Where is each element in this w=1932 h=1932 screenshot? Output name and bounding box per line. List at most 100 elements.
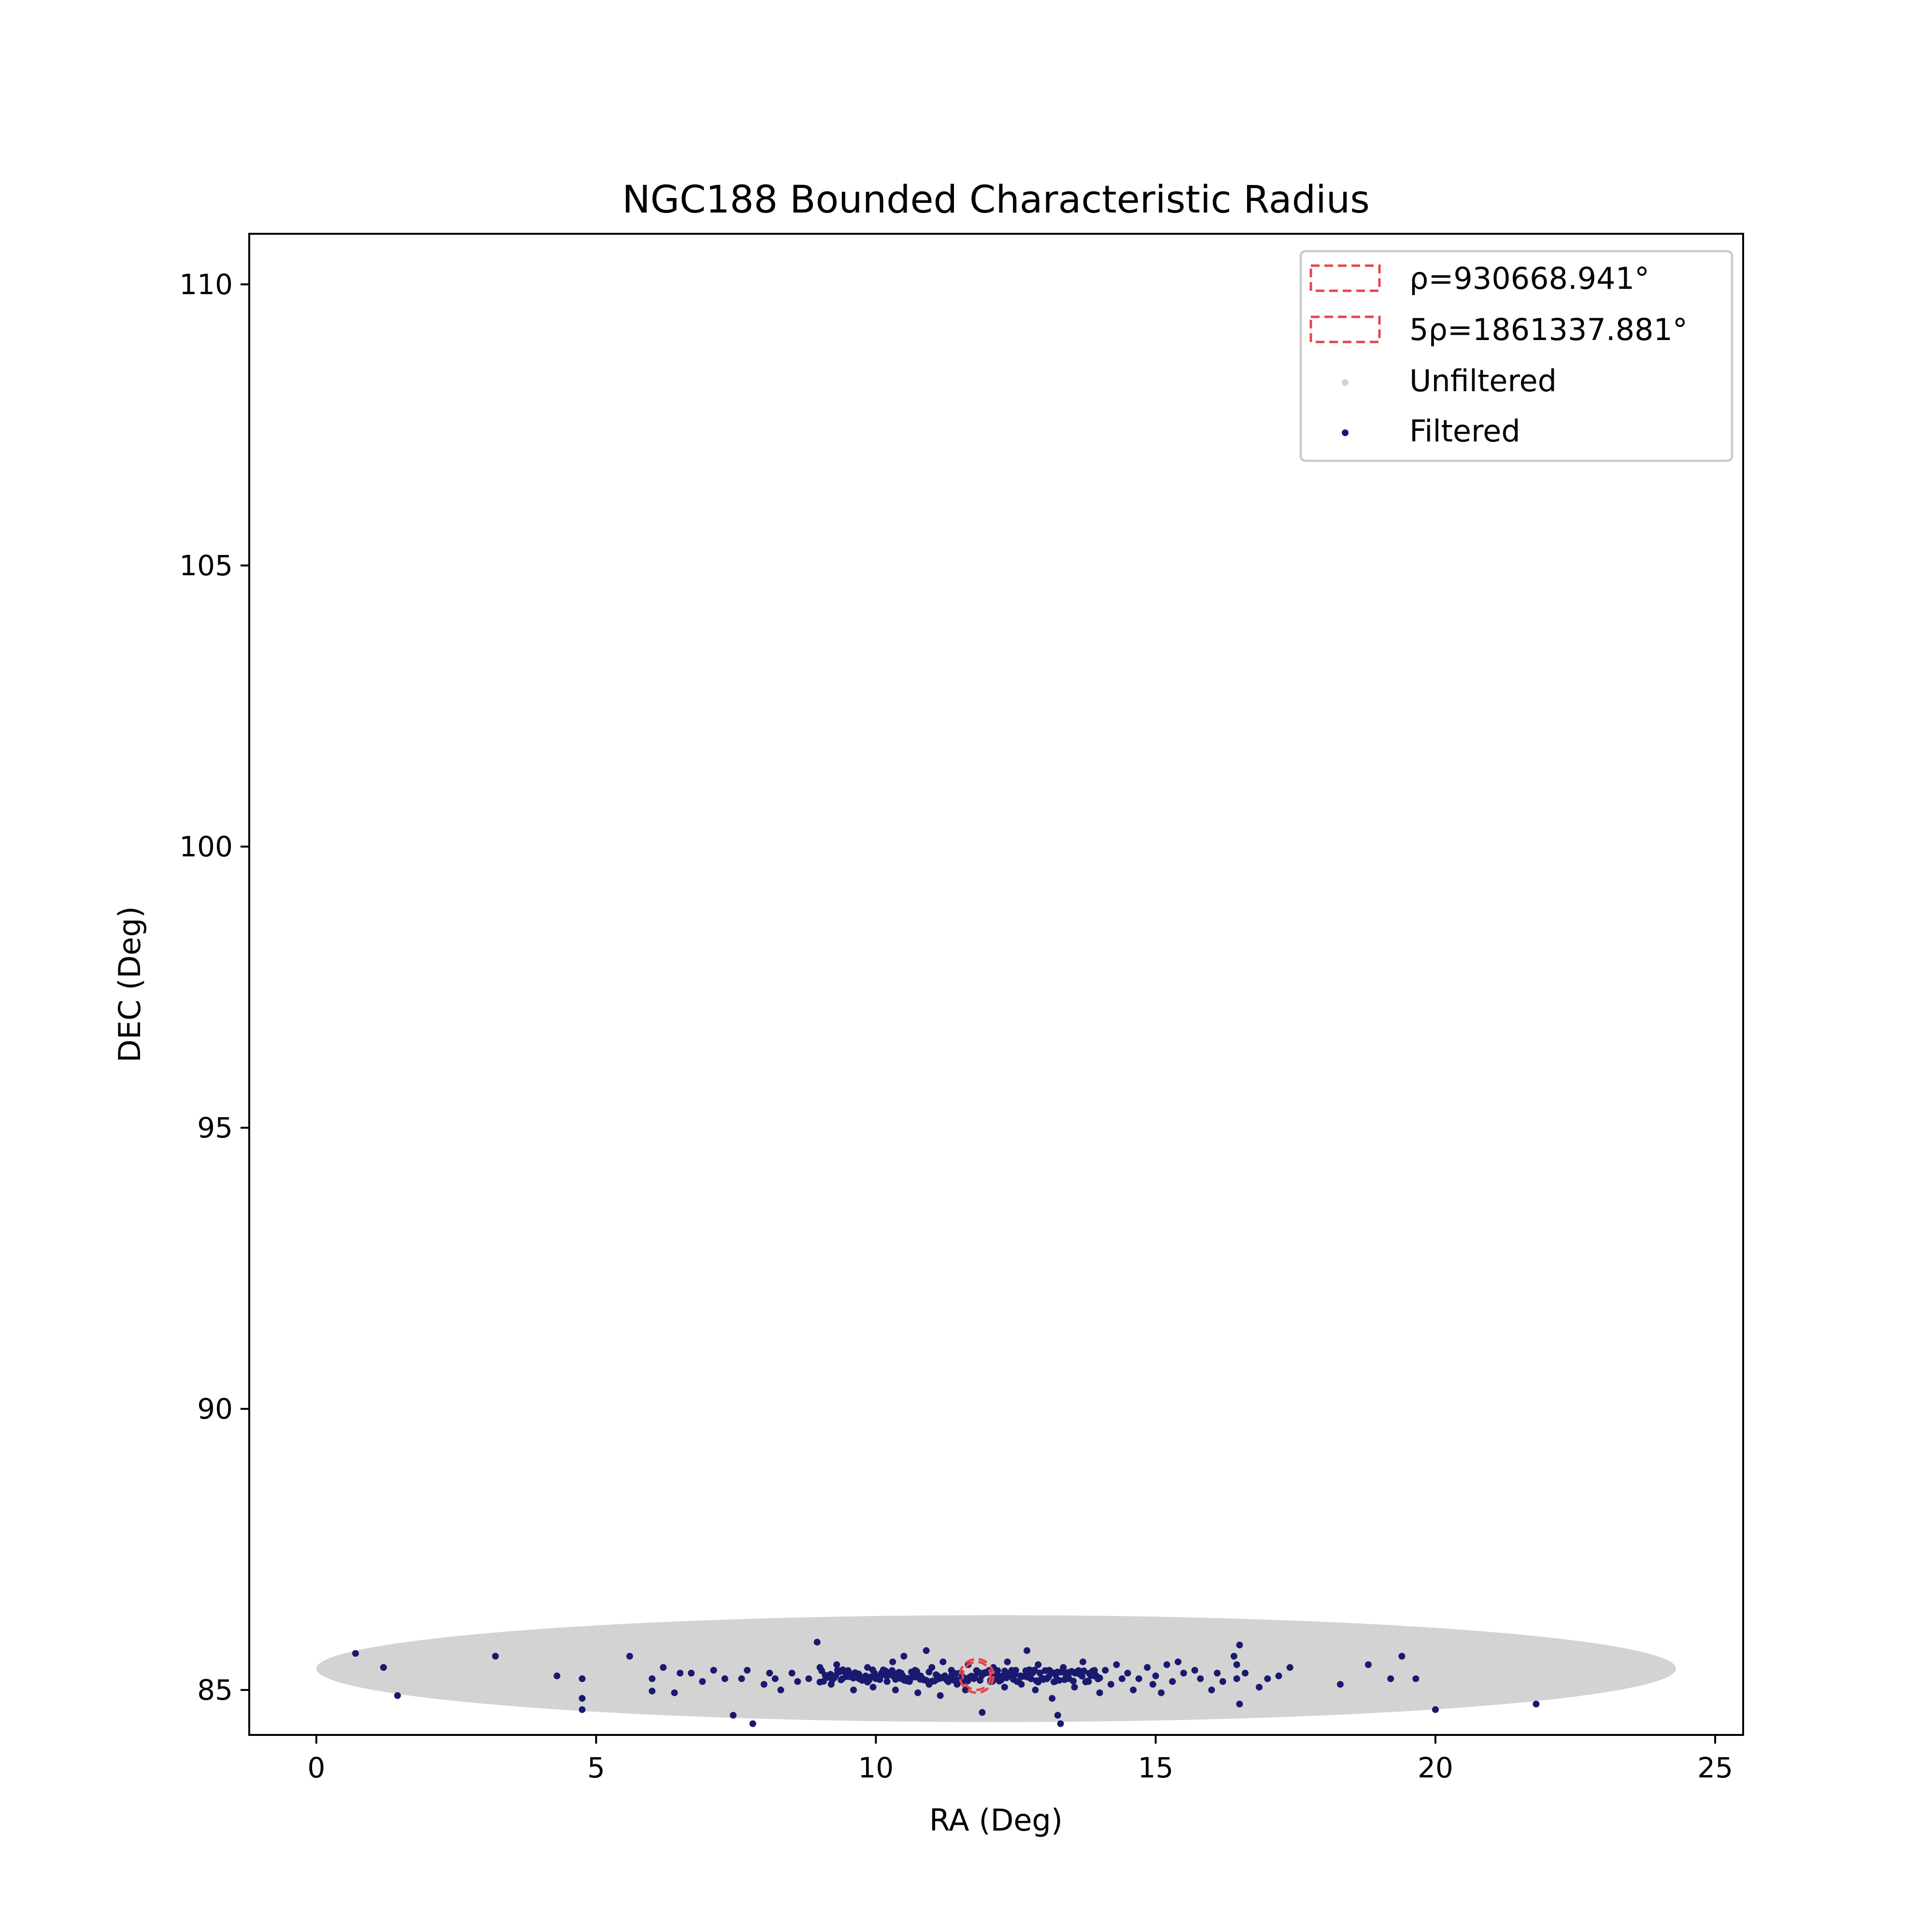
filtered-point <box>1275 1672 1282 1679</box>
filtered-point <box>1096 1689 1103 1696</box>
filtered-point <box>1387 1675 1394 1682</box>
filtered-point <box>760 1681 767 1688</box>
filtered-point <box>1124 1670 1131 1676</box>
filtered-point <box>766 1670 773 1676</box>
filtered-point <box>1037 1669 1043 1676</box>
filtered-point <box>794 1678 801 1685</box>
legend-swatch-5rho <box>1309 315 1381 343</box>
filtered-point <box>1004 1658 1011 1665</box>
legend-label-filtered: Filtered <box>1409 413 1520 449</box>
filtered-points <box>352 1638 1540 1727</box>
filtered-point <box>626 1653 633 1660</box>
filtered-point <box>1412 1675 1420 1682</box>
filtered-point <box>492 1653 499 1660</box>
filtered-point <box>1023 1647 1031 1654</box>
filtered-point <box>1108 1681 1114 1688</box>
x-tick-label: 15 <box>1138 1751 1174 1784</box>
filtered-point <box>1079 1673 1086 1680</box>
y-tick-label: 100 <box>179 830 233 863</box>
x-axis-label: RA (Deg) <box>929 1803 1063 1838</box>
legend-marker-filtered <box>1342 429 1349 436</box>
filtered-point <box>1169 1678 1176 1685</box>
filtered-point <box>1180 1670 1187 1676</box>
filtered-point <box>1233 1675 1240 1682</box>
filtered-point <box>1080 1667 1087 1675</box>
filtered-point <box>579 1695 586 1702</box>
y-axis-label: DEC (Deg) <box>112 906 147 1063</box>
filtered-point <box>813 1638 821 1646</box>
filtered-point <box>1149 1681 1156 1688</box>
filtered-point <box>1286 1664 1293 1671</box>
filtered-point <box>671 1689 678 1696</box>
filtered-point <box>394 1692 401 1699</box>
filtered-point <box>838 1676 845 1683</box>
filtered-point <box>579 1675 586 1682</box>
filtered-point <box>1084 1677 1091 1685</box>
legend-box <box>1299 250 1733 462</box>
x-tick-label: 5 <box>587 1751 605 1784</box>
filtered-point <box>1144 1664 1151 1671</box>
filtered-point <box>900 1653 908 1660</box>
filtered-point <box>1057 1720 1064 1727</box>
filtered-point <box>892 1676 899 1683</box>
legend-label-unfiltered: Unfiltered <box>1409 363 1557 398</box>
filtered-point <box>579 1706 586 1713</box>
filtered-point <box>1001 1684 1008 1691</box>
plot-frame <box>248 233 1744 1736</box>
filtered-point <box>1091 1667 1098 1674</box>
filtered-point <box>1208 1686 1215 1693</box>
filtered-point <box>649 1675 656 1682</box>
filtered-point <box>788 1670 796 1676</box>
five-rho-circle <box>958 1658 995 1694</box>
filtered-point <box>1398 1653 1406 1660</box>
filtered-point <box>660 1664 667 1671</box>
filtered-point <box>1056 1676 1063 1684</box>
filtered-point <box>649 1688 656 1695</box>
filtered-point <box>1015 1678 1023 1685</box>
filtered-point <box>1158 1689 1165 1696</box>
filtered-point <box>710 1667 717 1674</box>
filtered-point <box>380 1664 387 1671</box>
rho-circle <box>961 1661 992 1691</box>
filtered-point <box>1059 1668 1066 1676</box>
filtered-point <box>1233 1661 1240 1668</box>
filtered-point <box>744 1667 751 1674</box>
filtered-point <box>1054 1712 1061 1719</box>
filtered-point <box>1533 1701 1540 1707</box>
filtered-point <box>1214 1670 1221 1676</box>
filtered-point <box>833 1661 840 1668</box>
legend-label-5rho: 5ρ=1861337.881° <box>1409 312 1688 347</box>
filtered-point <box>952 1670 959 1677</box>
filtered-point <box>677 1670 683 1676</box>
filtered-point <box>1071 1684 1078 1691</box>
filtered-point <box>1119 1675 1126 1682</box>
filtered-point <box>1191 1667 1198 1674</box>
filtered-point <box>1236 1701 1243 1707</box>
filtered-point <box>1242 1670 1249 1676</box>
filtered-point <box>1032 1686 1039 1693</box>
filtered-point <box>1080 1658 1087 1665</box>
filtered-point <box>869 1684 877 1691</box>
filtered-point <box>1051 1678 1058 1686</box>
filtered-point <box>738 1675 745 1682</box>
filtered-point <box>1041 1667 1049 1674</box>
filtered-point <box>883 1678 891 1685</box>
filtered-point <box>971 1673 979 1680</box>
filtered-point <box>1432 1706 1439 1713</box>
filtered-point <box>1031 1666 1038 1674</box>
filtered-point <box>937 1692 944 1699</box>
chart-title: NGC188 Bounded Characteristic Radius <box>622 178 1370 222</box>
filtered-point <box>939 1658 947 1665</box>
filtered-point <box>925 1668 933 1676</box>
filtered-point <box>699 1678 706 1685</box>
legend-swatch-rho <box>1309 264 1381 292</box>
filtered-point <box>730 1712 737 1719</box>
y-tick-label: 110 <box>179 268 233 301</box>
filtered-point <box>1096 1675 1103 1682</box>
filtered-point <box>1049 1695 1056 1702</box>
plot-area <box>316 1615 1676 1727</box>
filtered-point <box>864 1664 871 1671</box>
filtered-point <box>554 1672 561 1679</box>
filtered-point <box>749 1720 756 1727</box>
